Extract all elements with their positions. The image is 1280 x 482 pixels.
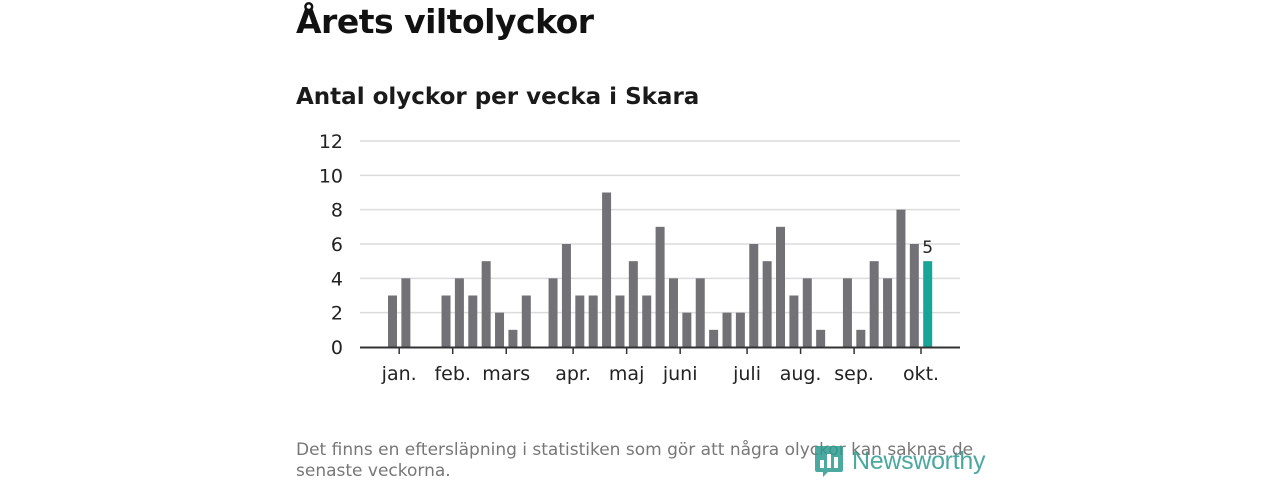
bar [682, 312, 692, 347]
y-tick-label: 10 [319, 165, 343, 187]
bar [722, 312, 732, 347]
bar [655, 226, 665, 347]
bar [628, 261, 638, 347]
bar [709, 329, 719, 347]
bar [615, 295, 625, 347]
bar [896, 209, 906, 347]
bar [869, 261, 879, 347]
bar [749, 244, 759, 347]
bar [441, 295, 451, 347]
bar [668, 278, 678, 347]
bar [735, 312, 745, 347]
bar [388, 295, 397, 347]
bar [695, 278, 705, 347]
bar [842, 278, 852, 347]
bar [816, 329, 826, 347]
bar [642, 295, 652, 347]
x-tick-label: jan. [381, 363, 417, 385]
bar [561, 244, 571, 347]
bar [548, 278, 558, 347]
newsworthy-logo-icon [815, 446, 843, 477]
bar [856, 329, 866, 347]
bar [521, 295, 531, 347]
footnote: Det finns en eftersläpning i statistiken… [296, 440, 974, 481]
bar [468, 295, 478, 347]
bar-highlight [923, 261, 933, 347]
x-tick-label: juli [732, 363, 761, 385]
x-tick-label: okt. [903, 363, 939, 385]
bar [588, 295, 598, 347]
bar [495, 312, 505, 347]
y-tick-label: 6 [331, 234, 343, 256]
highlight-value-label: 5 [922, 238, 933, 258]
y-tick-label: 2 [331, 303, 343, 325]
bar [481, 261, 491, 347]
chart-title: Årets viltolyckor [296, 2, 594, 41]
bars [388, 192, 933, 347]
bar [762, 261, 772, 347]
x-tick-label: feb. [434, 363, 470, 385]
x-tick-label: maj [609, 363, 644, 385]
bar [602, 192, 612, 347]
y-tick-label: 4 [331, 268, 343, 290]
bar [776, 226, 786, 347]
x-tick-label: apr. [555, 363, 591, 385]
y-axis-tick-labels: 0 2 4 6 8 10 12 [319, 131, 343, 359]
y-tick-label: 8 [331, 200, 343, 222]
x-axis-month-labels: jan. feb. mars apr. maj juni juli aug. sep. okt. [381, 348, 939, 385]
bar [789, 295, 799, 347]
bar [575, 295, 585, 347]
x-tick-label: mars [482, 363, 530, 385]
x-tick-label: sep. [834, 363, 874, 385]
newsworthy-logo: Newsworthy [814, 444, 985, 478]
y-tick-label: 12 [319, 131, 343, 153]
x-tick-label: juni [662, 363, 698, 385]
bar [401, 278, 411, 347]
chart-subtitle: Antal olyckor per vecka i Skara [296, 84, 700, 110]
bar [909, 244, 919, 347]
bar [454, 278, 464, 347]
bar [883, 278, 893, 347]
bar [508, 329, 518, 347]
x-tick-label: aug. [780, 363, 822, 385]
newsworthy-logo-text: Newsworthy [852, 446, 986, 475]
y-tick-label: 0 [331, 337, 343, 359]
bar [802, 278, 812, 347]
